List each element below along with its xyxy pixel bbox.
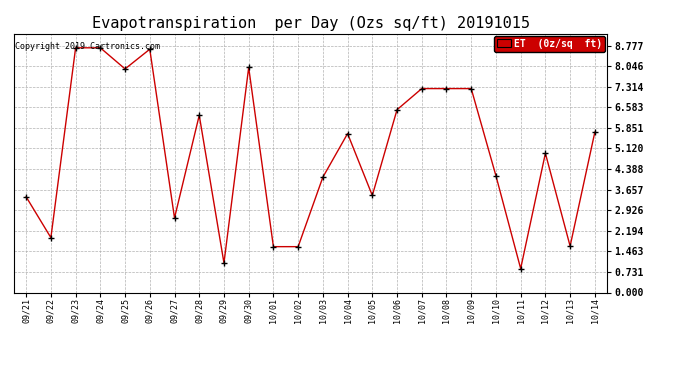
Legend: ET  (0z/sq  ft): ET (0z/sq ft) [494,36,605,51]
Text: Copyright 2019 Cartronics.com: Copyright 2019 Cartronics.com [15,42,160,51]
Title: Evapotranspiration  per Day (Ozs sq/ft) 20191015: Evapotranspiration per Day (Ozs sq/ft) 2… [92,16,529,31]
